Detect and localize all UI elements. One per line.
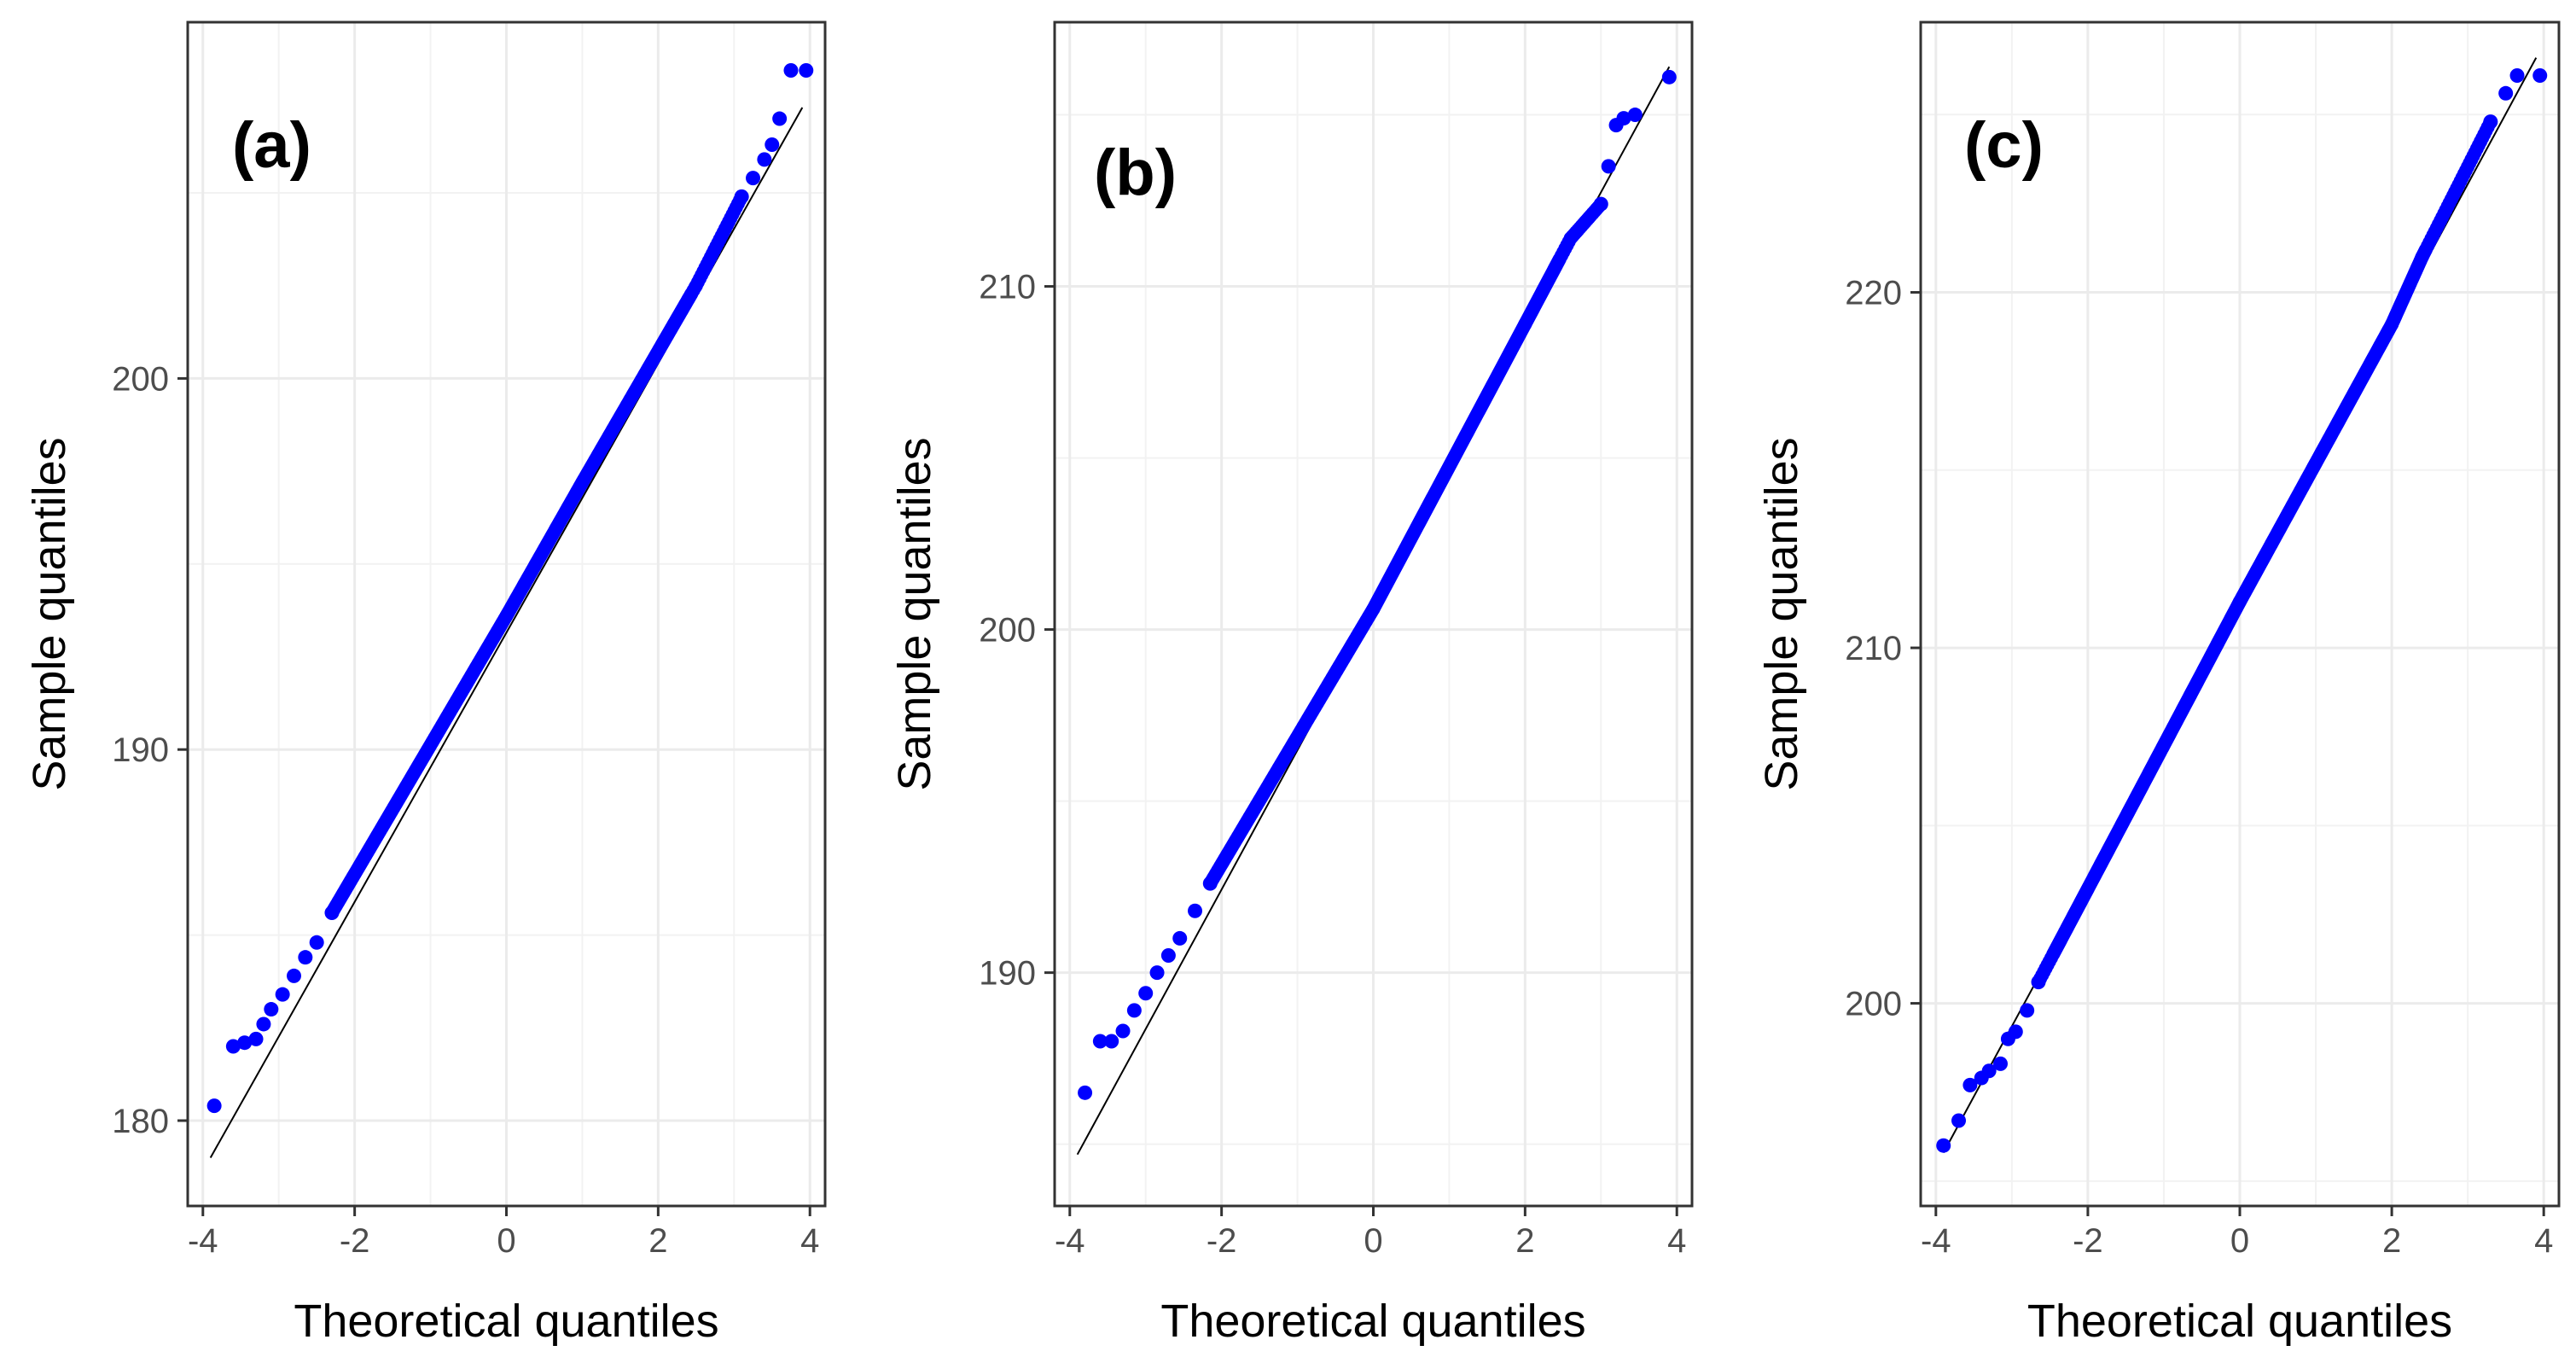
qq-point-tail [225, 1039, 241, 1054]
x-tick-label: 0 [497, 1222, 515, 1260]
y-tick-label: 190 [112, 731, 169, 769]
panel-b-y-axis-title: Sample quantiles [889, 437, 940, 790]
qq-point-tail [256, 1016, 271, 1032]
qq-point-tail [1126, 1003, 1142, 1018]
y-tick-label: 200 [979, 612, 1036, 649]
x-tick-label: -2 [1207, 1222, 1237, 1260]
qq-point-tail [1616, 111, 1631, 126]
x-tick-label: 4 [800, 1222, 819, 1260]
qq-point-tail [1202, 876, 1218, 891]
qq-point-tail [264, 1002, 279, 1017]
qq-point-tail [799, 63, 814, 79]
x-tick-label: -4 [188, 1222, 218, 1260]
panel-c-y-axis-title: Sample quantiles [1756, 437, 1807, 790]
qq-point-tail [2020, 1003, 2035, 1018]
qq-point-tail [1078, 1085, 1093, 1100]
qq-point-tail [248, 1031, 264, 1046]
qq-point-tail [734, 189, 749, 204]
x-tick-label: 2 [1515, 1222, 1534, 1260]
qq-point-tail [2483, 114, 2498, 130]
qq-point-tail [746, 171, 761, 186]
x-tick-label: 4 [2534, 1222, 2553, 1260]
qq-point-tail [1981, 1063, 1997, 1079]
x-tick-label: -2 [340, 1222, 370, 1260]
x-tick-label: 0 [2230, 1222, 2249, 1260]
panel-a: -4 -2 0 2 4 180 190 200 (a) Theoretical quantil… [24, 20, 827, 1347]
y-tick-label: 210 [1845, 630, 1902, 667]
qq-point-tail [298, 950, 313, 965]
x-tick-label: -4 [1921, 1222, 1951, 1260]
x-tick-label: 2 [648, 1222, 667, 1260]
qq-point-tail [1160, 948, 1176, 964]
qq-point-tail [2509, 67, 2525, 83]
panel-b-label: (b) [1094, 137, 1177, 209]
y-tick-label: 220 [1845, 275, 1902, 312]
y-tick-label: 200 [112, 360, 169, 398]
x-tick-label: 0 [1364, 1222, 1382, 1260]
qq-point-tail [1172, 930, 1188, 946]
panel-a-x-axis-title: Theoretical quantiles [294, 1296, 718, 1347]
panel-c: -4 -2 0 2 4 200 210 220 (c) Theoretical quantil… [1756, 20, 2561, 1347]
x-tick-label: -2 [2073, 1222, 2103, 1260]
qq-point-tail [783, 63, 799, 79]
qq-point-tail [237, 1035, 253, 1051]
qq-point-tail [1936, 1138, 1951, 1153]
y-tick-label: 190 [979, 955, 1036, 993]
qq-point-tail [2498, 85, 2514, 101]
panel-a-y-axis-title: Sample quantiles [24, 437, 75, 790]
qq-point-tail [275, 987, 290, 1002]
qq-point-tail [1963, 1077, 1978, 1092]
qq-point-tail [2008, 1024, 2023, 1040]
qq-point-tail [1593, 196, 1608, 212]
x-tick-label: -4 [1055, 1222, 1085, 1260]
qq-point-tail [2532, 67, 2548, 83]
qq-point-tail [1104, 1034, 1119, 1049]
panel-a-label: (a) [232, 109, 311, 182]
panel-b: -4 -2 0 2 4 190 200 210 (b) Theoretical quantil… [889, 20, 1694, 1347]
qq-point-tail [1092, 1034, 1108, 1049]
qq-point-tail [1115, 1023, 1131, 1039]
qq-point-tail [772, 111, 788, 126]
panel-c-label: (c) [1964, 109, 2044, 182]
qq-point-tail [324, 906, 340, 921]
qq-point-tail [309, 935, 324, 950]
qq-point-tail [1149, 965, 1165, 981]
qq-point-tail [1993, 1056, 2008, 1071]
y-tick-label: 200 [1845, 986, 1902, 1023]
qq-point-tail [1188, 903, 1203, 918]
qq-point-tail [1951, 1113, 1967, 1128]
qq-point-tail [1138, 986, 1154, 1001]
qq-point-tail [757, 152, 772, 167]
y-tick-label: 210 [979, 269, 1036, 306]
x-tick-label: 2 [2382, 1222, 2401, 1260]
qq-point-tail [1661, 69, 1677, 84]
qq-point-tail [1627, 108, 1643, 123]
qq-point-tail [206, 1098, 222, 1114]
qq-point-tail [765, 137, 780, 152]
x-tick-label: 4 [1667, 1222, 1686, 1260]
panel-c-x-axis-title: Theoretical quantiles [2027, 1296, 2452, 1347]
qq-point-tail [287, 968, 301, 983]
panel-b-x-axis-title: Theoretical quantiles [1160, 1296, 1585, 1347]
qq-point-tail [1601, 159, 1616, 174]
y-tick-label: 180 [112, 1103, 169, 1140]
qq-point-tail [2031, 975, 2046, 990]
